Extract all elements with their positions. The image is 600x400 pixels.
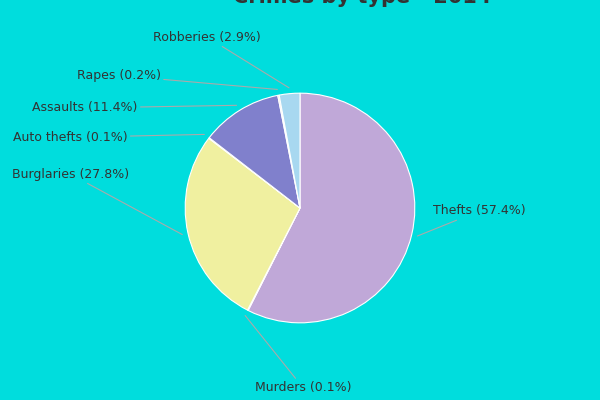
Text: Burglaries (27.8%): Burglaries (27.8%) — [12, 168, 182, 234]
Text: Rapes (0.2%): Rapes (0.2%) — [77, 69, 277, 90]
Text: Thefts (57.4%): Thefts (57.4%) — [418, 204, 526, 236]
Wedge shape — [279, 93, 300, 208]
Text: Robberies (2.9%): Robberies (2.9%) — [154, 31, 289, 88]
Wedge shape — [248, 93, 415, 323]
Wedge shape — [278, 95, 300, 208]
Wedge shape — [185, 138, 300, 310]
Text: Assaults (11.4%): Assaults (11.4%) — [32, 102, 236, 114]
Wedge shape — [209, 138, 300, 208]
Text: Auto thefts (0.1%): Auto thefts (0.1%) — [13, 131, 205, 144]
Wedge shape — [248, 208, 300, 310]
Text: Murders (0.1%): Murders (0.1%) — [245, 316, 351, 394]
Wedge shape — [209, 95, 300, 208]
Text: Crimes by type - 2014: Crimes by type - 2014 — [233, 0, 491, 7]
